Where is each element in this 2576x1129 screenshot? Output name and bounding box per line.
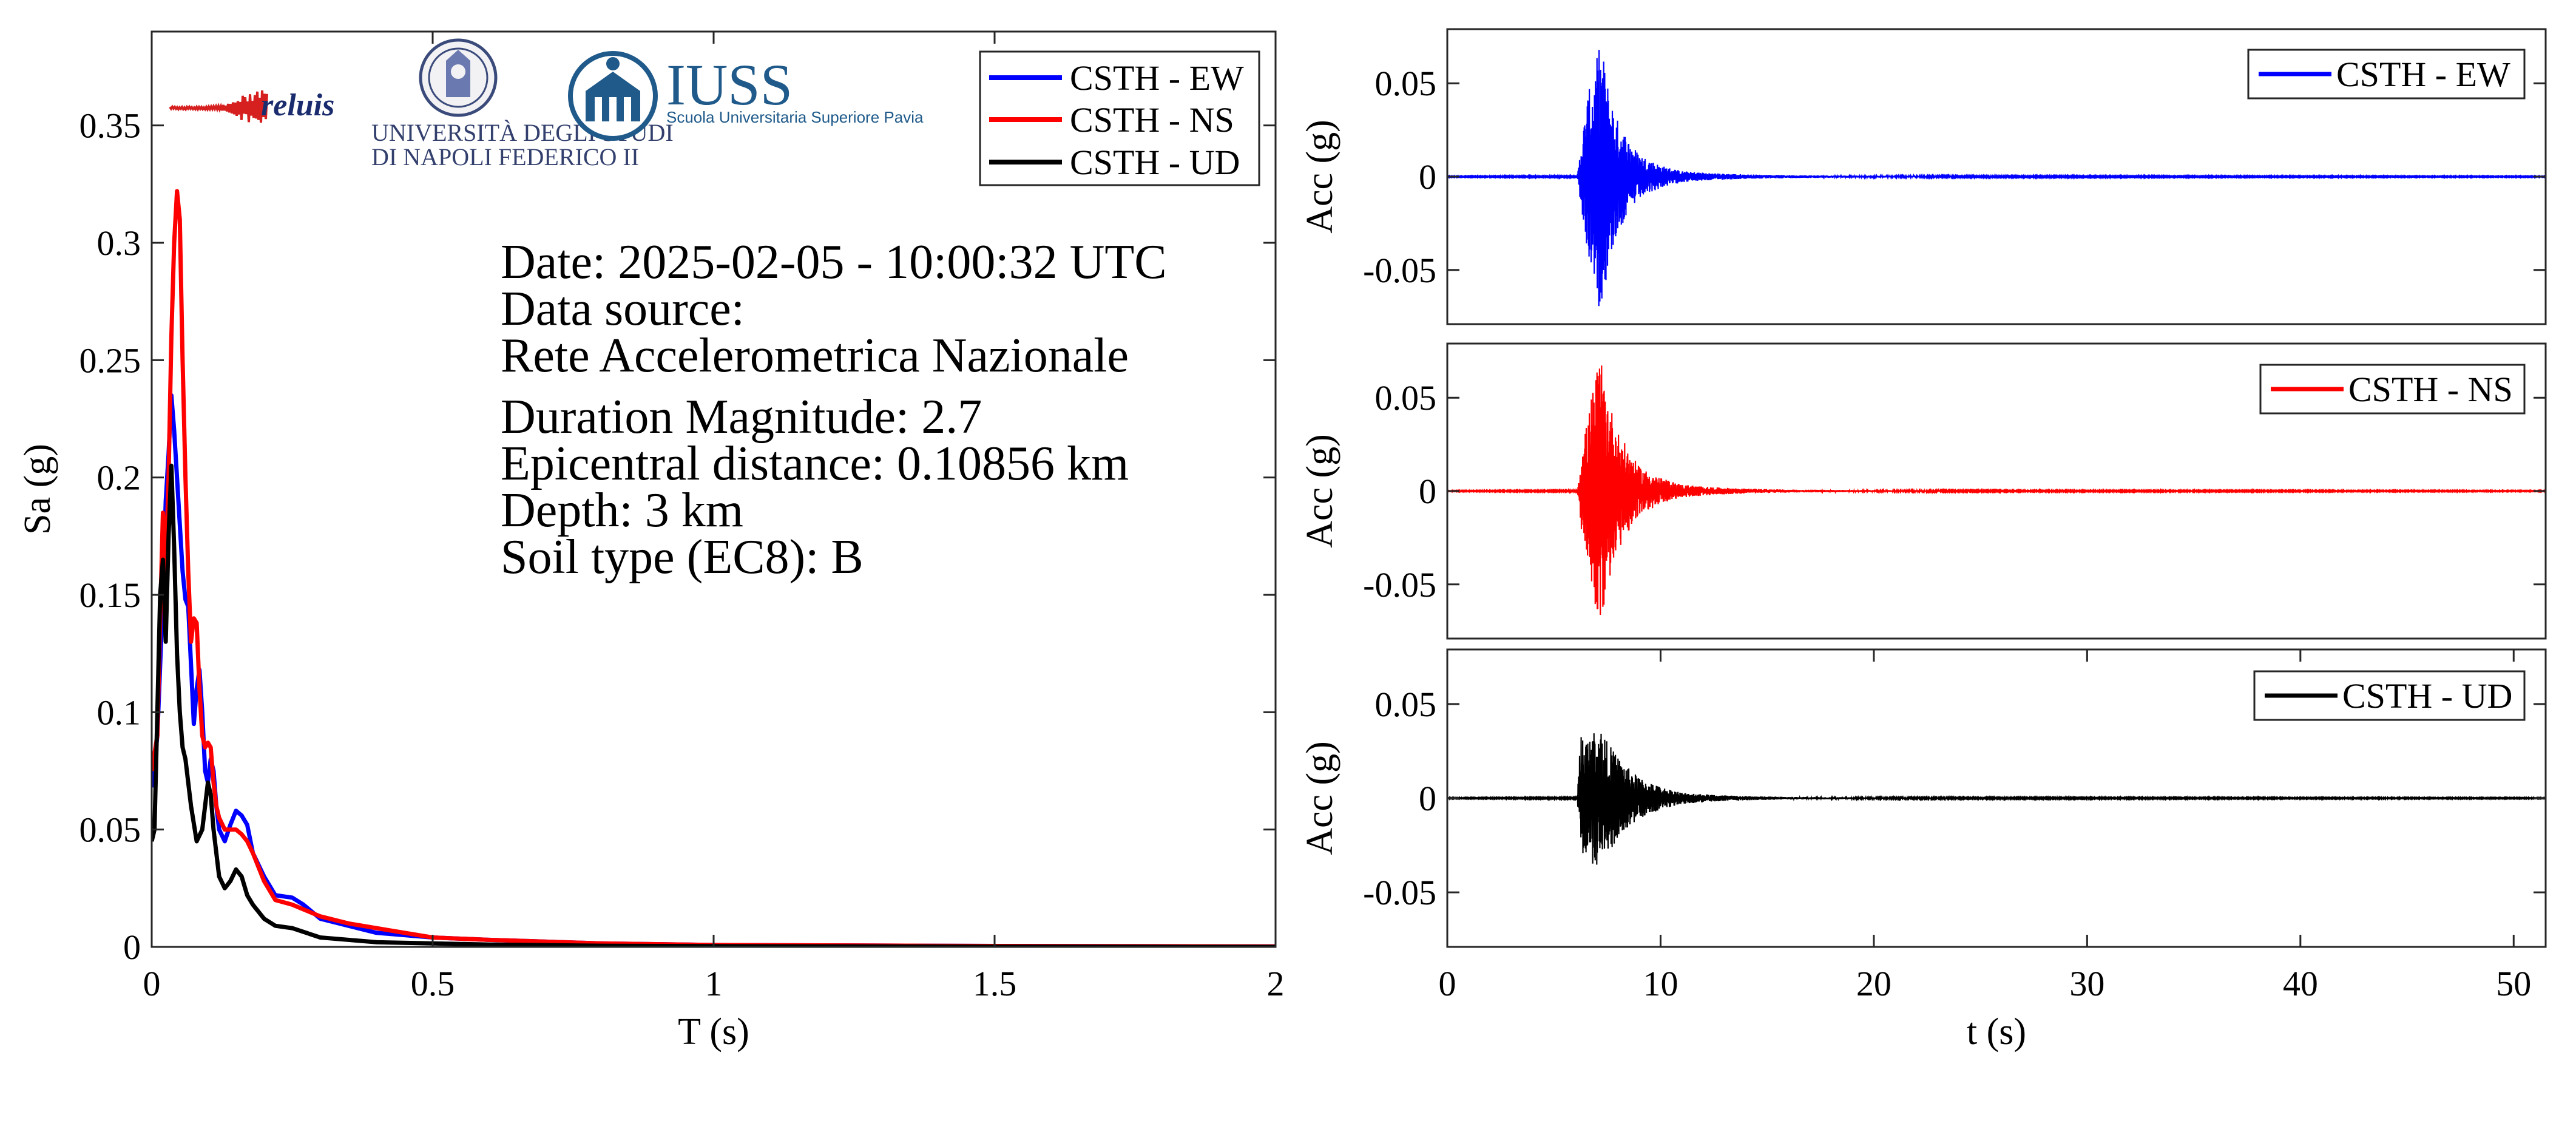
legend-label-ew: CSTH - EW <box>1070 58 1244 98</box>
acceleration-line-ud <box>1447 733 2546 865</box>
unina-name-line2: DI NAPOLI FEDERICO II <box>371 143 639 171</box>
legend-label-ud: CSTH - UD <box>2342 676 2512 716</box>
spectrum-legend: CSTH - EW CSTH - NS CSTH - UD <box>979 50 1260 186</box>
y-tick-label: 0.25 <box>79 341 141 380</box>
x-tick-label: 20 <box>1856 964 1891 1003</box>
y-tick-label: 0 <box>1419 779 1436 818</box>
acceleration-panel-ud: -0.05 0 0.05 0 10 20 30 40 50 Acc (g) t (s) CSTH… <box>1299 648 2547 1053</box>
panel-ns-y-axis-label: Acc (g) <box>1299 434 1340 548</box>
y-tick-label: 0 <box>123 927 141 967</box>
acceleration-trace-ew <box>1447 50 2546 307</box>
spectrum-series-group <box>152 189 1276 947</box>
y-tick-label: -0.05 <box>1363 873 1436 912</box>
event-info-block: Date: 2025-02-05 - 10:00:32 UTC Data sou… <box>501 236 1167 584</box>
unina-seal-icon <box>419 38 498 117</box>
iuss-logo-subtitle: Scuola Universitaria Superiore Pavia <box>666 108 924 126</box>
iuss-logo-title: IUSS <box>666 52 793 117</box>
x-tick-label: 0.5 <box>411 964 455 1003</box>
panel-ud-legend: CSTH - UD <box>2253 670 2526 721</box>
y-tick-label: -0.05 <box>1363 251 1436 290</box>
reluis-waveform-logo: reluis <box>169 88 334 123</box>
info-date: Date: 2025-02-05 - 10:00:32 UTC <box>501 236 1167 289</box>
acceleration-trace-ud <box>1447 733 2546 865</box>
x-tick-label: 10 <box>1643 964 1678 1003</box>
x-tick-label: 0 <box>143 964 161 1003</box>
x-tick-label: 50 <box>2496 964 2531 1003</box>
spectrum-line-ns <box>152 189 1276 947</box>
y-tick-label: 0.3 <box>97 223 141 263</box>
legend-label-ns: CSTH - NS <box>1070 100 1234 140</box>
info-distance: Epicentral distance: 0.10856 km <box>501 437 1129 490</box>
panel-ns-legend: CSTH - NS <box>2259 364 2526 415</box>
legend-label-ew: CSTH - EW <box>2336 55 2510 94</box>
legend-label-ud: CSTH - UD <box>1070 143 1240 182</box>
info-magnitude: Duration Magnitude: 2.7 <box>501 390 982 444</box>
reluis-logo-text: reluis <box>261 88 334 123</box>
x-tick-label: 40 <box>2283 964 2318 1003</box>
acceleration-panel-ew: -0.05 0 0.05 Acc (g) CSTH - EW <box>1299 28 2547 325</box>
y-tick-label: 0 <box>1419 472 1436 511</box>
panel-ud-axes: -0.05 0 0.05 0 10 20 30 40 50 <box>1363 649 2546 1003</box>
info-source-label: Data source: <box>501 282 745 336</box>
x-tick-label: 1.5 <box>973 964 1017 1003</box>
spectrum-x-axis-label: T (s) <box>678 1011 749 1053</box>
x-tick-label: 30 <box>2069 964 2104 1003</box>
x-tick-label: 1 <box>705 964 723 1003</box>
acceleration-line-ns <box>1447 365 2546 615</box>
panel-ew-legend: CSTH - EW <box>2247 49 2526 100</box>
iuss-building-icon <box>568 51 658 141</box>
info-source: Rete Accelerometrica Nazionale <box>501 329 1129 382</box>
y-tick-label: -0.05 <box>1363 565 1436 605</box>
y-tick-label: 0.05 <box>79 810 141 850</box>
x-tick-label: 2 <box>1267 964 1285 1003</box>
panel-ew-y-axis-label: Acc (g) <box>1299 120 1340 234</box>
legend-label-ns: CSTH - NS <box>2348 370 2513 409</box>
panel-ew-axes: -0.05 0 0.05 <box>1363 64 2546 290</box>
spectrum-axes: 0 0.05 0.1 0.15 0.2 0.25 0.3 0.35 0 0.5 1 1.5 2 <box>79 32 1285 1003</box>
panel-ns-axes: -0.05 0 0.05 <box>1363 378 2546 605</box>
y-tick-label: 0.05 <box>1375 64 1437 103</box>
response-spectrum-chart: 0 0.05 0.1 0.15 0.2 0.25 0.3 0.35 0 0.5 1 1.5 2 T (s… <box>17 30 1285 1053</box>
y-tick-label: 0.15 <box>79 575 141 615</box>
y-tick-label: 0.05 <box>1375 378 1437 418</box>
y-tick-label: 0 <box>1419 157 1436 197</box>
y-tick-label: 0.1 <box>97 693 141 732</box>
acceleration-line-ew <box>1447 50 2546 307</box>
info-soil: Soil type (EC8): B <box>501 531 864 584</box>
acceleration-panel-ns: -0.05 0 0.05 Acc (g) CSTH - NS <box>1299 342 2547 640</box>
y-tick-label: 0.2 <box>97 458 141 498</box>
info-depth: Depth: 3 km <box>501 484 743 537</box>
panel-ud-y-axis-label: Acc (g) <box>1299 741 1340 855</box>
spectrum-y-axis-label: Sa (g) <box>17 444 58 535</box>
spectrum-line-ud <box>152 463 1276 947</box>
x-tick-label: 0 <box>1439 964 1456 1003</box>
y-tick-label: 0.35 <box>79 106 141 146</box>
y-tick-label: 0.05 <box>1375 685 1437 724</box>
time-x-axis-label: t (s) <box>1967 1011 2026 1053</box>
acceleration-trace-ns <box>1447 365 2546 615</box>
